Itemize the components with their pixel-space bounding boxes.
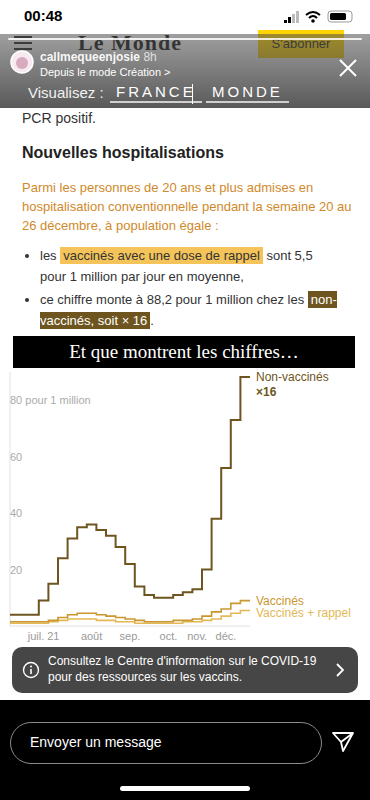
wifi-icon xyxy=(306,12,320,18)
avatar-face xyxy=(16,57,28,69)
bullet-text: . xyxy=(150,313,154,328)
reply-placeholder: Envoyer un message xyxy=(30,734,162,750)
nav-separator xyxy=(192,84,193,104)
y-tick-label: 40 xyxy=(10,507,22,519)
close-button[interactable] xyxy=(338,58,358,78)
status-icons xyxy=(282,9,362,25)
story-progress xyxy=(8,38,362,40)
banner-chevron[interactable] xyxy=(334,662,346,678)
series-annotation: ×16 xyxy=(256,385,277,399)
signal-bar xyxy=(288,17,291,23)
wifi-dot xyxy=(311,19,315,23)
story-user-row: callmequeenjosie 8h xyxy=(40,50,157,64)
info-dot xyxy=(30,666,32,668)
story-user: callmequeenjosie xyxy=(40,50,140,64)
signal-bar xyxy=(292,14,295,23)
story-age: 8h xyxy=(143,50,156,64)
x-tick-label: nov. xyxy=(187,630,207,642)
overlay-caption: Et que montrent les chiffres… xyxy=(13,336,355,368)
y-axis-line xyxy=(10,372,11,626)
article-bullet: ce chiffre monte à 88,2 pour 1 million c… xyxy=(40,289,340,331)
chevron-icon xyxy=(337,664,343,676)
series-label: Vaccinés xyxy=(256,594,304,608)
bullet-text: ce chiffre monte à 88,2 pour 1 million c… xyxy=(40,292,308,307)
x-tick-label: août xyxy=(81,630,102,642)
send-icon xyxy=(333,733,353,751)
info-stem xyxy=(30,669,32,674)
info-circle xyxy=(24,663,39,678)
avatar-ring xyxy=(11,51,33,73)
series-line xyxy=(10,377,250,615)
series-line xyxy=(10,601,250,622)
nav-item: FRANCE xyxy=(110,82,202,103)
article-prev-line: PCR positif. xyxy=(22,110,96,126)
story-gap xyxy=(140,50,143,64)
info-icon xyxy=(22,661,40,679)
status-time: 00:48 xyxy=(24,7,62,24)
article-intro: Parmi les personnes de 20 ans et plus ad… xyxy=(22,178,354,235)
series-label: Non-vaccinés xyxy=(256,370,329,384)
series-group xyxy=(10,377,250,623)
series-label: Vaccinés + rappel xyxy=(256,606,351,620)
x-tick-label: sep. xyxy=(120,630,141,642)
x-tick-label: oct. xyxy=(160,630,178,642)
story-source: Depuis le mode Création > xyxy=(40,66,171,78)
x-axis-line xyxy=(10,626,250,627)
y-tick-label: 60 xyxy=(10,451,22,463)
battery xyxy=(328,11,352,22)
bullet-highlight: vaccinés avec une dose de rappel xyxy=(60,247,263,264)
x-tick-label: déc. xyxy=(216,630,237,642)
article-bullets: les vaccinés avec une dose de rappel son… xyxy=(40,245,340,333)
series-line xyxy=(10,610,250,623)
bullet-text: les xyxy=(40,248,60,263)
nav-item: MONDE xyxy=(206,82,289,103)
avatar xyxy=(10,50,34,74)
battery-level xyxy=(330,13,346,20)
nav-label: Visualisez : xyxy=(28,84,104,101)
reply-area xyxy=(0,700,370,800)
home-indicator xyxy=(120,786,250,791)
close-icon xyxy=(340,60,356,76)
article-heading: Nouvelles hospitalisations xyxy=(22,144,224,162)
page: 00:48Le MondeS'abonnercallmequeenjosie 8… xyxy=(0,0,370,800)
info-banner-text: Consultez le Centre d'information sur le… xyxy=(48,653,326,685)
signal-bar xyxy=(284,20,287,23)
y-tick-label: 20 xyxy=(10,564,22,576)
x-tick-label: juil. 21 xyxy=(27,630,60,642)
signal-bar xyxy=(296,11,299,23)
y-tick-label: 80 pour 1 million xyxy=(10,394,91,406)
send-button[interactable] xyxy=(331,730,355,754)
article-bullet: les vaccinés avec une dose de rappel son… xyxy=(40,245,340,287)
